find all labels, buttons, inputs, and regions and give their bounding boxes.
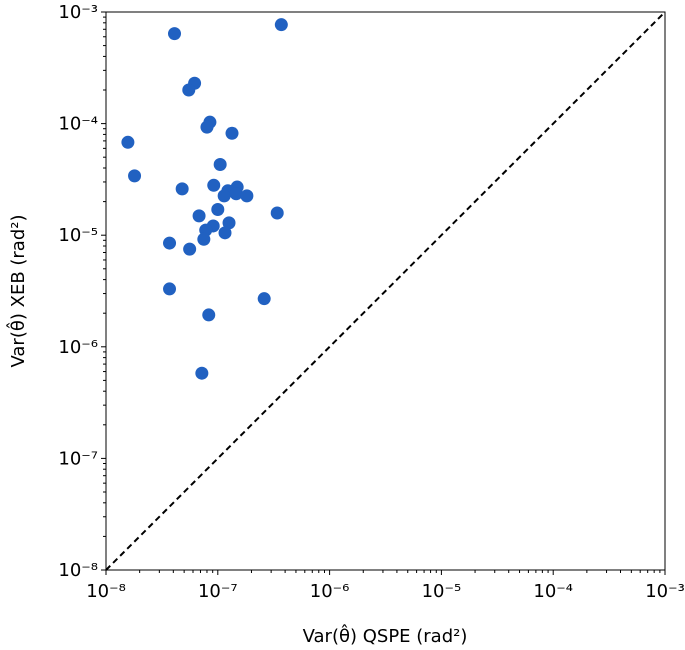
y-tick-label: 10⁻³: [58, 2, 98, 23]
y-axis-label: Var(θ̂) XEB (rad²): [6, 214, 29, 367]
point: [200, 120, 214, 134]
x-tick-label: 10⁻⁴: [533, 581, 573, 602]
x-axis-label: Var(θ̂) QSPE (rad²): [303, 624, 468, 647]
point: [207, 178, 221, 192]
point: [225, 126, 239, 140]
point: [270, 206, 284, 220]
y-tick-label: 10⁻⁴: [58, 114, 98, 135]
y-tick-label: 10⁻⁵: [58, 225, 98, 246]
point: [240, 189, 254, 203]
y-tick-label: 10⁻⁸: [58, 560, 98, 581]
x-tick-label: 10⁻⁶: [310, 581, 350, 602]
point: [274, 18, 288, 32]
point: [222, 216, 236, 230]
x-tick-label: 10⁻⁵: [422, 581, 462, 602]
point: [195, 366, 209, 380]
point: [197, 232, 211, 246]
x-tick-label: 10⁻⁸: [86, 581, 126, 602]
point: [183, 242, 197, 256]
x-tick-label: 10⁻⁷: [198, 581, 238, 602]
point: [168, 27, 182, 41]
point: [202, 308, 216, 322]
point: [257, 292, 271, 306]
point: [182, 83, 196, 97]
point: [229, 187, 243, 201]
diagonal-line: [105, 11, 666, 571]
point: [163, 236, 177, 250]
point: [213, 158, 227, 172]
y-tick-label: 10⁻⁷: [58, 448, 98, 469]
point: [175, 182, 189, 196]
point: [217, 189, 231, 203]
y-tick-label: 10⁻⁶: [58, 337, 98, 358]
point: [121, 135, 135, 149]
point: [218, 226, 232, 240]
x-tick-label: 10⁻³: [645, 581, 685, 602]
point: [163, 282, 177, 296]
point: [128, 169, 142, 183]
point: [192, 209, 206, 223]
point: [211, 202, 225, 216]
plot-frame: [105, 11, 666, 571]
